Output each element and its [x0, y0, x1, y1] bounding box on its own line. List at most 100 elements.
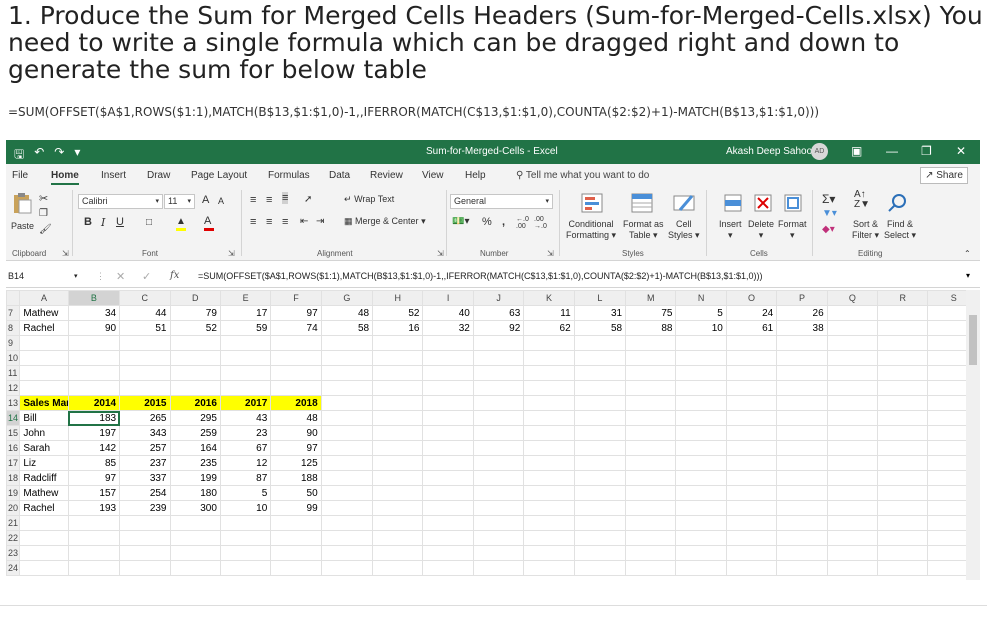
cell[interactable]	[372, 380, 424, 396]
cell[interactable]	[625, 485, 677, 501]
cell[interactable]	[877, 515, 929, 531]
cell[interactable]	[472, 365, 525, 381]
cell[interactable]	[169, 515, 221, 531]
cell[interactable]: 11	[523, 305, 575, 321]
row-header[interactable]: 18	[6, 470, 21, 486]
save-icon[interactable]: 🖫	[14, 147, 25, 161]
cell[interactable]	[725, 455, 778, 471]
increase-indent-icon[interactable]: ⇥	[316, 216, 325, 227]
cell[interactable]: 5	[675, 305, 727, 321]
cell[interactable]	[877, 530, 929, 546]
cell[interactable]	[67, 530, 121, 546]
cell[interactable]	[625, 440, 677, 456]
cell[interactable]: 90	[270, 425, 322, 441]
tab-help[interactable]: Help	[465, 170, 486, 181]
cell[interactable]	[776, 410, 828, 426]
cell[interactable]	[625, 335, 677, 351]
cell[interactable]	[270, 335, 322, 351]
cell[interactable]	[372, 410, 424, 426]
cell[interactable]	[472, 350, 525, 366]
cell[interactable]: 34	[67, 305, 121, 321]
cell[interactable]	[725, 365, 778, 381]
format-painter-icon[interactable]: 🖌	[39, 224, 52, 235]
cell[interactable]	[472, 515, 525, 531]
cell[interactable]: 50	[270, 485, 322, 501]
tab-view[interactable]: View	[422, 170, 444, 181]
collapse-ribbon-icon[interactable]: ⌃	[964, 249, 971, 258]
cell[interactable]	[422, 425, 474, 441]
cell[interactable]: 239	[119, 500, 171, 516]
cell[interactable]	[320, 560, 374, 576]
cell[interactable]	[472, 500, 525, 516]
cell[interactable]: 61	[725, 320, 778, 336]
cell[interactable]	[372, 530, 424, 546]
cell[interactable]	[776, 350, 828, 366]
cell[interactable]: 157	[67, 485, 121, 501]
row-header[interactable]: 22	[6, 530, 21, 546]
font-color-icon[interactable]: A	[204, 215, 212, 227]
row-header[interactable]: 21	[6, 515, 21, 531]
cell[interactable]	[523, 440, 575, 456]
cell[interactable]	[675, 380, 727, 396]
column-header[interactable]: M	[625, 290, 677, 306]
cell[interactable]	[169, 530, 221, 546]
cell[interactable]: 63	[472, 305, 525, 321]
share-button[interactable]: ↗ Share	[920, 167, 968, 184]
cell[interactable]	[776, 545, 828, 561]
cell[interactable]	[877, 455, 929, 471]
cell[interactable]	[219, 560, 272, 576]
cell[interactable]	[169, 335, 221, 351]
cell[interactable]	[372, 440, 424, 456]
cell[interactable]	[826, 380, 879, 396]
cell[interactable]	[422, 455, 474, 471]
cell[interactable]	[523, 560, 575, 576]
cell[interactable]	[675, 440, 727, 456]
cell[interactable]	[573, 515, 627, 531]
cell[interactable]	[320, 455, 374, 471]
cell[interactable]: 97	[270, 440, 322, 456]
cell-styles-button[interactable]: Cell Styles ▾	[668, 219, 700, 240]
row-header[interactable]: 14	[6, 410, 21, 426]
decrease-font-size-button[interactable]: A	[218, 196, 225, 206]
cell[interactable]	[523, 515, 575, 531]
confirm-entry-icon[interactable]: ✓	[142, 271, 152, 283]
align-right-icon[interactable]: ≡	[282, 216, 289, 228]
cell[interactable]	[776, 395, 828, 411]
cell[interactable]	[625, 350, 677, 366]
cell[interactable]: Rachel	[19, 320, 69, 336]
cell[interactable]	[877, 410, 929, 426]
cell[interactable]	[625, 365, 677, 381]
comma-button[interactable]: ,	[502, 216, 506, 228]
tell-me-search[interactable]: ⚲ Tell me what you want to do	[516, 170, 650, 181]
cell[interactable]	[119, 560, 171, 576]
cell[interactable]	[119, 335, 171, 351]
cell[interactable]: 2016	[169, 395, 221, 411]
cell[interactable]	[270, 515, 322, 531]
cell[interactable]: 188	[270, 470, 322, 486]
cell[interactable]	[372, 500, 424, 516]
row-header[interactable]: 15	[6, 425, 21, 441]
cell[interactable]	[372, 350, 424, 366]
cell[interactable]	[826, 305, 879, 321]
cell[interactable]	[472, 470, 525, 486]
cell[interactable]	[725, 380, 778, 396]
cell[interactable]	[826, 485, 879, 501]
cell[interactable]	[523, 365, 575, 381]
percent-button[interactable]: %	[482, 216, 492, 228]
cell[interactable]: 125	[270, 455, 322, 471]
increase-decimal-icon[interactable]: ←.0.00	[516, 216, 529, 230]
column-header[interactable]: R	[877, 290, 929, 306]
cell[interactable]	[422, 530, 474, 546]
bottom-align-icon[interactable]: ≡	[282, 192, 289, 204]
cell[interactable]	[675, 560, 727, 576]
column-header[interactable]: F	[270, 290, 322, 306]
cell[interactable]: 254	[119, 485, 171, 501]
cell[interactable]	[573, 335, 627, 351]
cell[interactable]: Sales Man	[19, 395, 69, 411]
cell[interactable]	[422, 545, 474, 561]
cell[interactable]	[776, 530, 828, 546]
cell[interactable]: 58	[320, 320, 374, 336]
cell[interactable]	[725, 515, 778, 531]
cell[interactable]	[725, 425, 778, 441]
cell[interactable]: Mathew	[19, 305, 69, 321]
